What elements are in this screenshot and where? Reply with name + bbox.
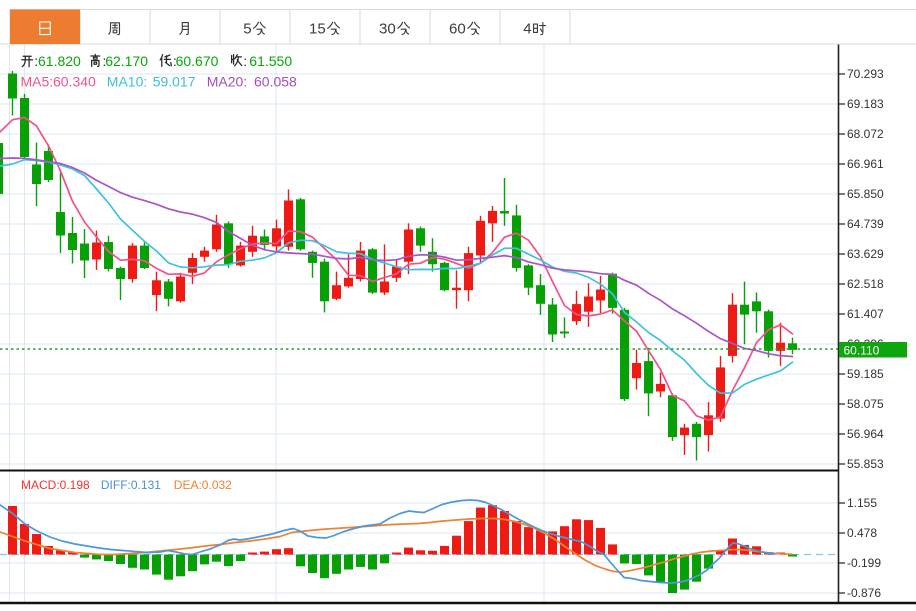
svg-text:58.075: 58.075 bbox=[847, 397, 884, 411]
svg-text:60.110: 60.110 bbox=[844, 344, 880, 358]
svg-text:MA5:: MA5: bbox=[21, 74, 54, 90]
svg-text:MA20:: MA20: bbox=[207, 74, 247, 90]
svg-text::: : bbox=[173, 53, 177, 69]
svg-text:62.518: 62.518 bbox=[847, 277, 884, 291]
svg-text:60.670: 60.670 bbox=[176, 53, 219, 69]
svg-text:64.739: 64.739 bbox=[847, 217, 884, 231]
svg-text:-0.199: -0.199 bbox=[847, 556, 881, 570]
svg-text:68.072: 68.072 bbox=[847, 127, 884, 141]
svg-text:65.850: 65.850 bbox=[847, 187, 884, 201]
svg-text:0.478: 0.478 bbox=[847, 526, 877, 540]
svg-text:1.155: 1.155 bbox=[847, 496, 877, 510]
svg-text:59.017: 59.017 bbox=[153, 74, 196, 90]
svg-text::: : bbox=[34, 53, 38, 69]
svg-text:30: 30 bbox=[379, 20, 396, 37]
svg-text:70.293: 70.293 bbox=[847, 67, 884, 81]
svg-text:60.058: 60.058 bbox=[254, 74, 297, 90]
svg-text:15: 15 bbox=[309, 20, 326, 37]
svg-text:61.407: 61.407 bbox=[847, 307, 884, 321]
svg-text:5: 5 bbox=[243, 20, 251, 37]
svg-text:59.185: 59.185 bbox=[847, 367, 884, 381]
svg-text:66.961: 66.961 bbox=[847, 157, 884, 171]
svg-text:61.550: 61.550 bbox=[249, 53, 292, 69]
svg-text:60.340: 60.340 bbox=[53, 74, 96, 90]
svg-text:56.964: 56.964 bbox=[847, 427, 884, 441]
svg-text:55.853: 55.853 bbox=[847, 457, 884, 471]
svg-text:60: 60 bbox=[449, 20, 466, 37]
svg-text::: : bbox=[103, 53, 107, 69]
svg-text:69.183: 69.183 bbox=[847, 97, 884, 111]
svg-text:MACD:0.198: MACD:0.198 bbox=[21, 478, 90, 492]
svg-text:DIFF:0.131: DIFF:0.131 bbox=[101, 478, 161, 492]
svg-text:4: 4 bbox=[523, 20, 531, 37]
svg-text:62.170: 62.170 bbox=[105, 53, 148, 69]
svg-text:MA10:: MA10: bbox=[107, 74, 147, 90]
svg-text::: : bbox=[243, 53, 247, 69]
svg-text:-0.876: -0.876 bbox=[847, 586, 881, 600]
svg-text:63.629: 63.629 bbox=[847, 247, 884, 261]
svg-text:61.820: 61.820 bbox=[38, 53, 81, 69]
svg-text:DEA:0.032: DEA:0.032 bbox=[174, 478, 232, 492]
